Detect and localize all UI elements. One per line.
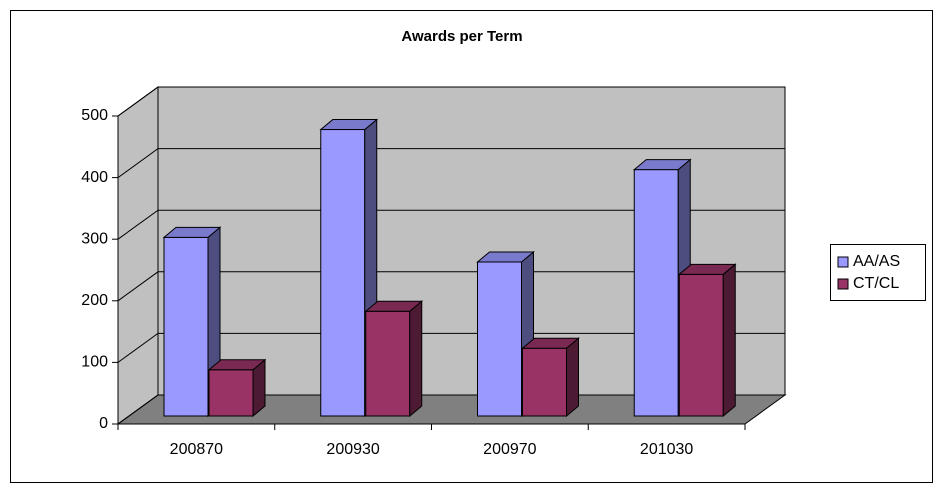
- x-tick-label: 201030: [640, 441, 693, 458]
- bar-top: [162, 226, 222, 238]
- bar-side: [566, 337, 579, 418]
- grid-line: [117, 148, 785, 179]
- bar-top: [319, 119, 379, 131]
- legend-label: AA/AS: [853, 253, 900, 270]
- legend-label: CT/CL: [853, 275, 899, 292]
- y-tick-label: 300: [81, 230, 108, 247]
- grid-line: [117, 86, 785, 117]
- bar-front: [477, 261, 522, 417]
- grid-line: [117, 332, 785, 363]
- legend-swatch: [837, 256, 849, 268]
- legend-swatch: [837, 278, 849, 290]
- chart-title: Awards per Term: [401, 28, 522, 45]
- bar-front: [678, 273, 724, 417]
- bar-top: [632, 159, 692, 171]
- y-tick-label: 400: [81, 169, 108, 186]
- bar-side: [409, 300, 423, 418]
- bar-front: [365, 310, 411, 417]
- bar-front: [633, 169, 679, 417]
- bar-top: [476, 251, 535, 263]
- bar-front: [163, 236, 209, 417]
- grid-line: [117, 209, 785, 240]
- x-tick-label: 200870: [170, 441, 223, 458]
- bar-top: [677, 263, 737, 275]
- bar-front: [320, 129, 366, 417]
- bar-front: [522, 347, 567, 417]
- y-tick-label: 0: [99, 415, 108, 432]
- y-tick-label: 100: [81, 354, 108, 371]
- bar-top: [521, 337, 580, 349]
- bar-top: [364, 300, 424, 312]
- bar-front: [208, 369, 254, 417]
- legend-box: [830, 244, 926, 301]
- grid-line: [117, 271, 785, 302]
- x-tick-label: 200970: [483, 441, 536, 458]
- x-tick-label: 200930: [326, 441, 379, 458]
- bar-side: [722, 263, 736, 418]
- side-wall: [117, 86, 159, 425]
- y-tick-label: 200: [81, 292, 108, 309]
- y-tick-label: 500: [81, 107, 108, 124]
- bar-top: [207, 359, 267, 371]
